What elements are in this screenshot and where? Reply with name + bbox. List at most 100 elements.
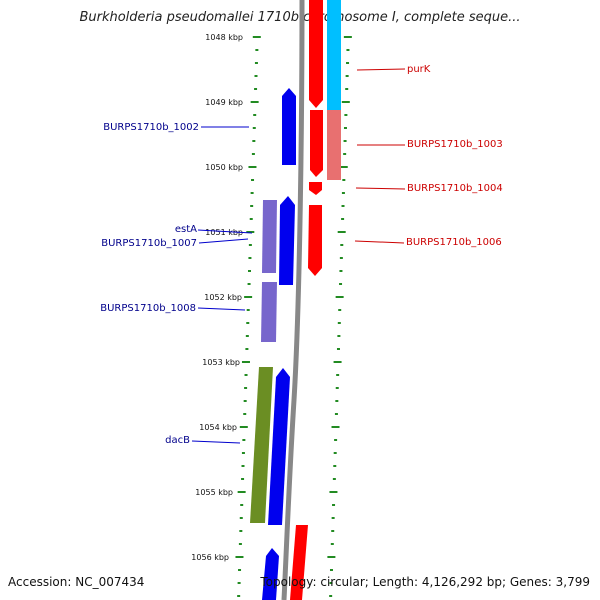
- left-tick-mark: [235, 556, 244, 558]
- left-tick-mark: [244, 374, 248, 376]
- left-tick-mark: [245, 335, 249, 337]
- right-tick-mark: [335, 296, 344, 298]
- tick-label: 1056 kbp: [191, 553, 229, 562]
- left-tick-mark: [241, 465, 245, 467]
- gene-1007-blue[interactable]: [279, 196, 295, 285]
- right-tick-mark: [344, 114, 348, 116]
- left-tick-mark: [243, 413, 247, 415]
- right-tick-mark: [339, 283, 343, 285]
- left-tick-mark: [253, 114, 257, 116]
- gene-dacB-blue[interactable]: [268, 368, 290, 525]
- label-1006[interactable]: BURPS1710b_1006: [406, 237, 502, 248]
- right-tick-mark: [335, 400, 339, 402]
- left-tick-mark: [239, 530, 243, 532]
- left-gene-labels[interactable]: BURPS1710b_1002 estA BURPS1710b_1007 BUR…: [100, 122, 253, 446]
- right-tick-mark: [346, 49, 350, 51]
- label-1008[interactable]: BURPS1710b_1008: [100, 303, 196, 314]
- left-tick-mark: [252, 127, 256, 129]
- left-tick-mark: [248, 270, 251, 272]
- right-tick-mark: [333, 452, 337, 454]
- tick-label: 1048 kbp: [205, 33, 243, 42]
- reverse-strand-features[interactable]: [290, 0, 341, 600]
- tick-label: 1052 kbp: [204, 293, 242, 302]
- tick-label: 1050 kbp: [205, 163, 243, 172]
- right-tick-mark: [333, 465, 337, 467]
- right-tick-mark: [343, 36, 352, 38]
- label-1002[interactable]: BURPS1710b_1002: [103, 122, 199, 133]
- right-tick-mark: [343, 140, 347, 142]
- right-tick-mark: [331, 530, 335, 532]
- left-tick-mark: [238, 543, 242, 545]
- right-tick-mark: [329, 491, 338, 493]
- right-tick-mark: [338, 309, 342, 311]
- right-tick-mark: [345, 88, 349, 90]
- left-tick-mark: [241, 361, 250, 363]
- gene-1004[interactable]: [309, 182, 322, 195]
- tick-label: 1054 kbp: [199, 423, 237, 432]
- left-tick-mark: [246, 231, 255, 233]
- gene-estA[interactable]: [262, 200, 277, 273]
- gene-bottom-blue[interactable]: [262, 548, 279, 600]
- right-tick-mark: [336, 374, 340, 376]
- gene-bottom-red[interactable]: [290, 525, 308, 600]
- left-tick-mark: [238, 569, 242, 571]
- left-tick-mark: [250, 205, 254, 207]
- label-estA[interactable]: estA: [175, 224, 197, 235]
- left-tick-mark: [250, 192, 254, 194]
- label-1004[interactable]: BURPS1710b_1004: [407, 183, 503, 194]
- left-tick-mark: [251, 179, 255, 181]
- left-tick-mark: [250, 101, 259, 103]
- left-tick-mark: [246, 322, 250, 324]
- right-tick-mark: [334, 413, 338, 415]
- left-tick-mark: [252, 140, 256, 142]
- right-tick-mark: [341, 218, 345, 220]
- left-tick-mark: [248, 257, 252, 259]
- left-tick-mark: [237, 582, 241, 584]
- left-tick-mark: [251, 153, 255, 155]
- right-gene-labels[interactable]: purK BURPS1710b_1003 BURPS1710b_1004 BUR…: [354, 64, 503, 248]
- right-tick-mark: [332, 478, 336, 480]
- right-tick-mark: [333, 361, 342, 363]
- right-tick-mark: [346, 62, 350, 64]
- accession-text: Accession: NC_007434: [8, 575, 145, 589]
- right-tick-mark: [331, 426, 340, 428]
- right-tick-mark: [330, 543, 334, 545]
- right-tick-mark: [336, 348, 340, 350]
- gene-dacB-olive[interactable]: [250, 367, 273, 523]
- right-tick-mark: [342, 179, 346, 181]
- left-tick-mark: [254, 88, 258, 90]
- left-tick-mark: [248, 244, 252, 246]
- left-tick-mark: [241, 478, 245, 480]
- gene-1006[interactable]: [308, 205, 322, 276]
- left-tick-mark: [239, 517, 243, 519]
- gene-1008[interactable]: [261, 282, 277, 342]
- right-tick-mark: [339, 270, 343, 272]
- right-tick-mark: [339, 257, 343, 259]
- right-tick-mark: [334, 439, 338, 441]
- gene-1002[interactable]: [282, 88, 296, 165]
- label-1007[interactable]: BURPS1710b_1007: [101, 238, 197, 249]
- left-tick-mark: [255, 49, 259, 51]
- right-tick-mark: [339, 166, 348, 168]
- right-tick-mark: [343, 153, 347, 155]
- right-tick-mark: [337, 322, 341, 324]
- label-dacB[interactable]: dacB: [165, 435, 190, 446]
- gene-1003-pink[interactable]: [327, 110, 341, 180]
- left-tick-mark: [242, 439, 246, 441]
- right-tick-mark: [340, 244, 344, 246]
- gene-1003-red[interactable]: [310, 110, 323, 177]
- chromosome-backbone: [281, 0, 305, 600]
- gene-purK-red[interactable]: [309, 0, 323, 108]
- label-purK[interactable]: purK: [407, 64, 431, 75]
- right-tick-mark: [341, 101, 350, 103]
- right-tick-mark: [329, 582, 333, 584]
- left-tick-mark: [244, 296, 253, 298]
- label-1003[interactable]: BURPS1710b_1003: [407, 139, 503, 150]
- right-tick-mark: [341, 205, 345, 207]
- left-tick-mark: [252, 36, 261, 38]
- forward-strand-features[interactable]: [250, 88, 296, 600]
- tick-labels: 1048 kbp 1049 kbp 1050 kbp 1051 kbp 1052…: [191, 33, 243, 562]
- right-tick-mark: [329, 595, 333, 597]
- gene-purK-cyan[interactable]: [327, 0, 341, 110]
